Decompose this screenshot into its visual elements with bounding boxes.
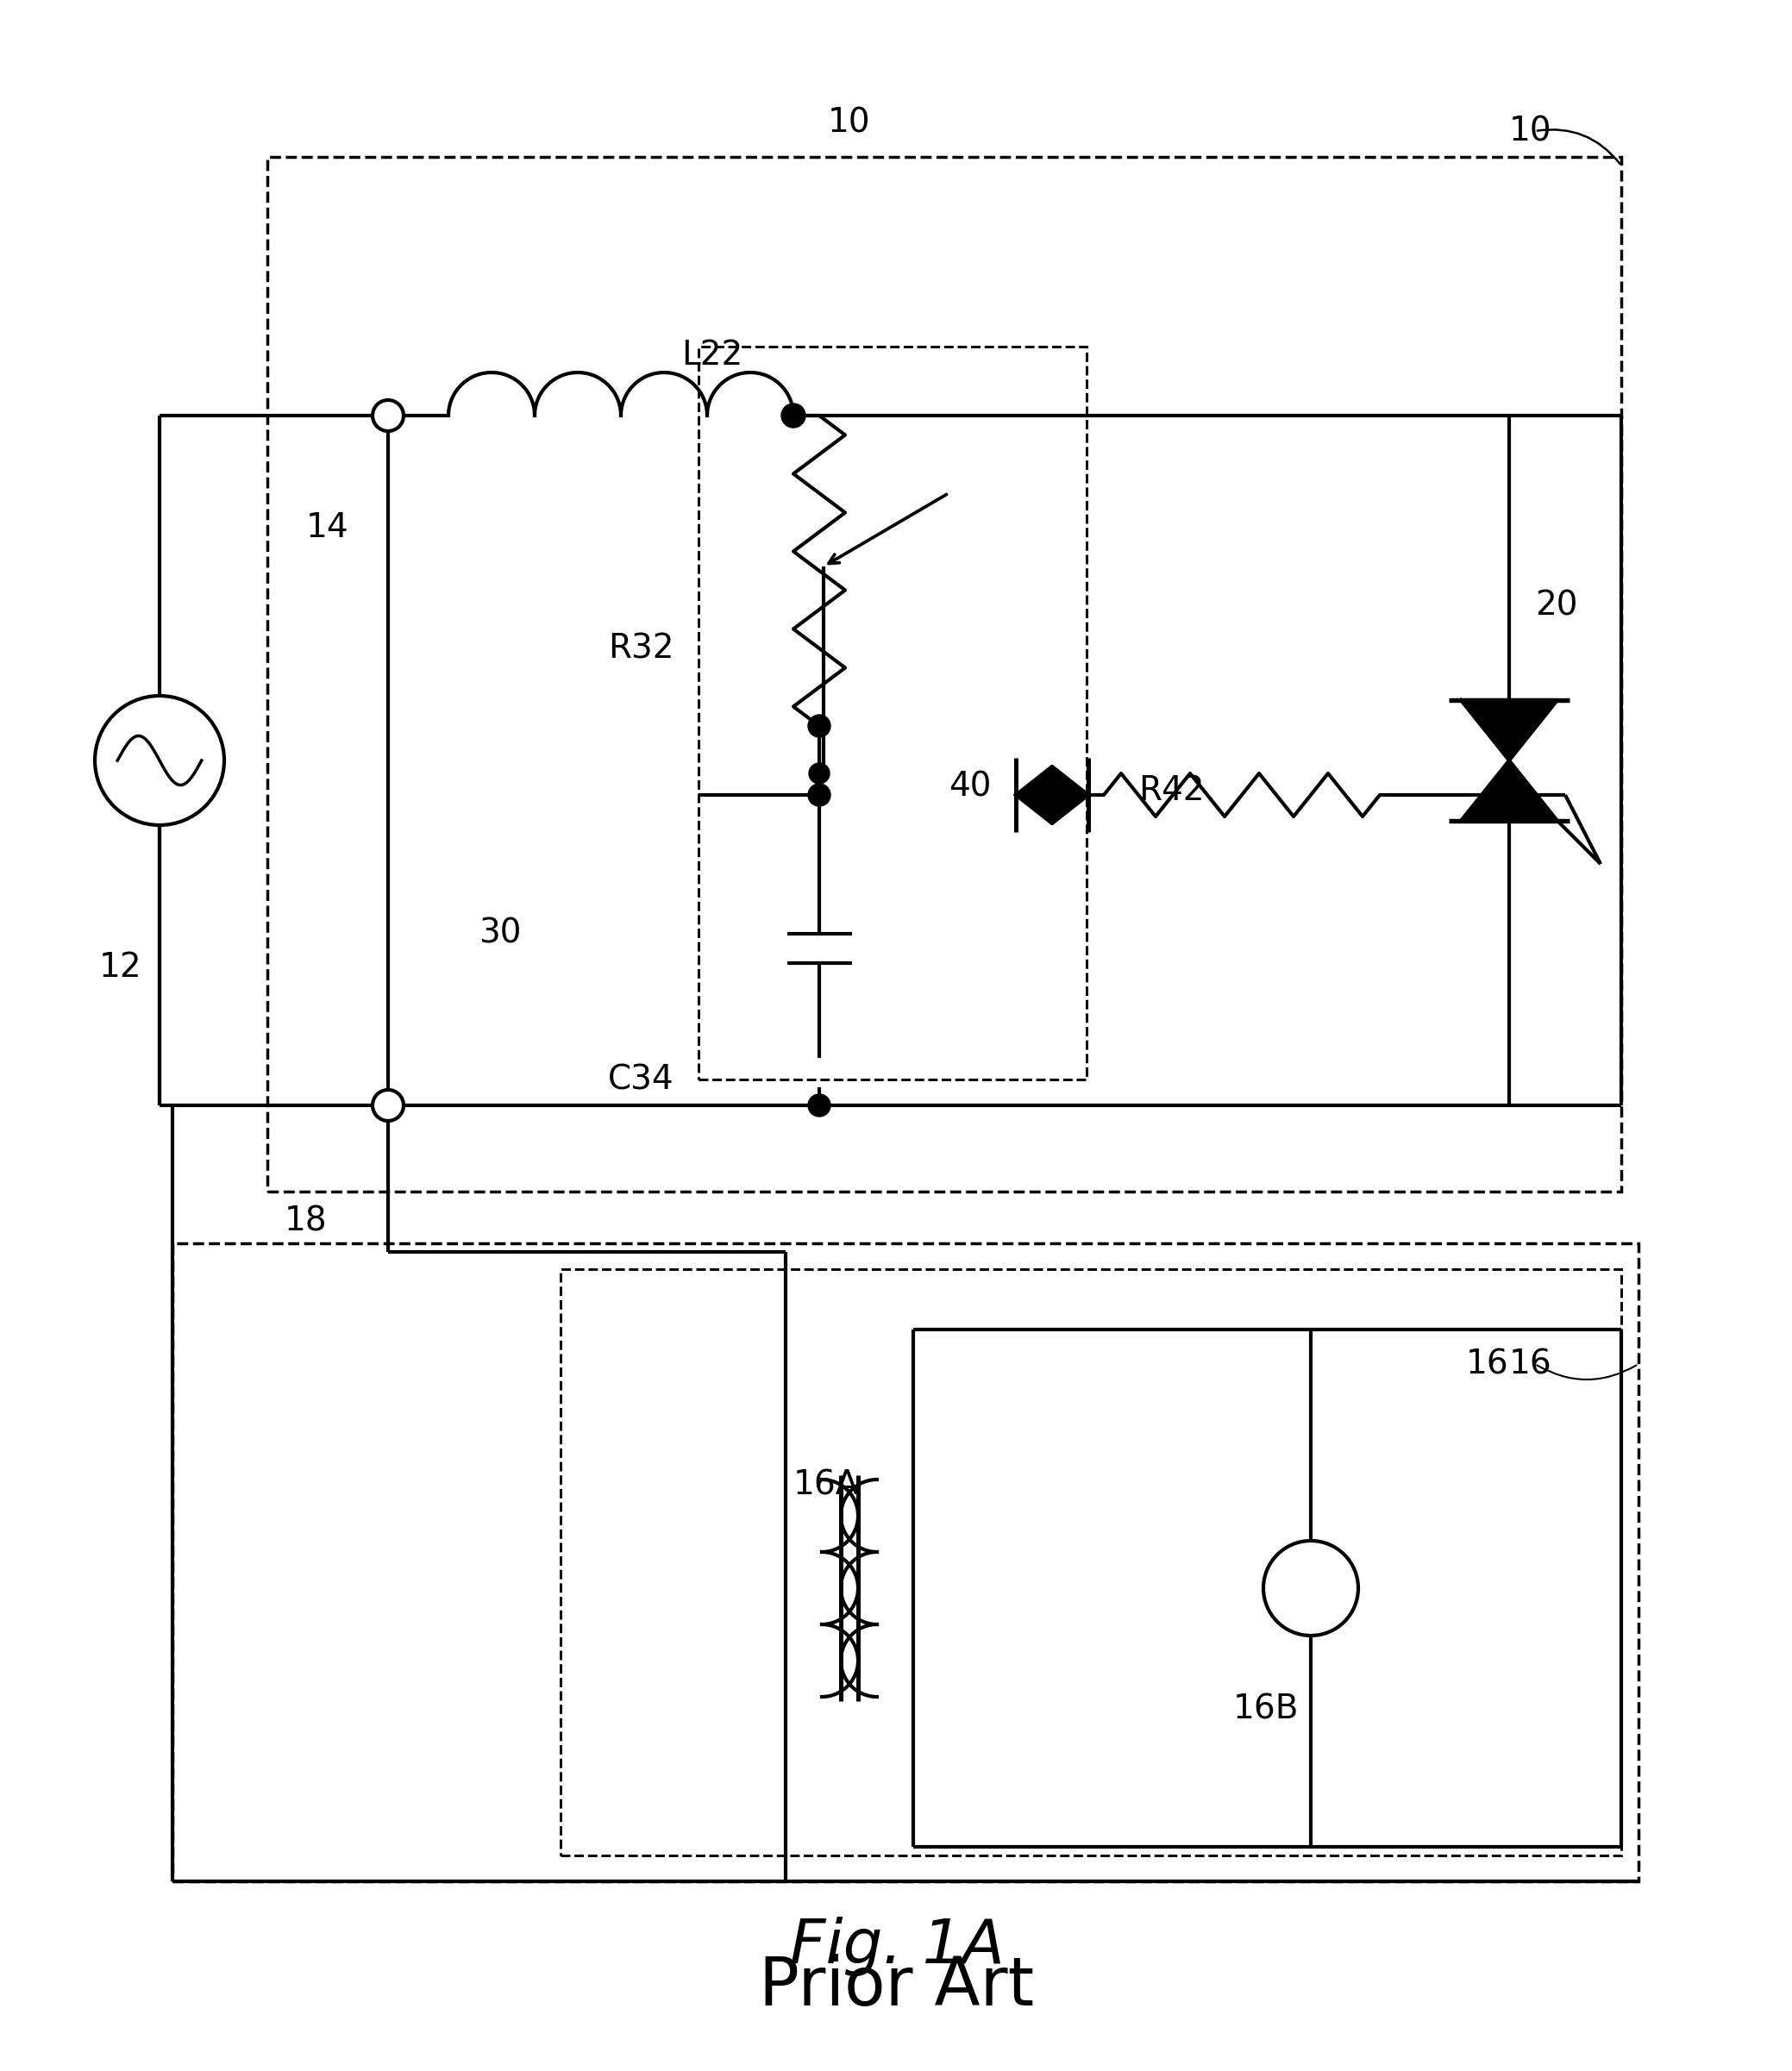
Text: 12: 12 <box>99 951 142 984</box>
Text: 30: 30 <box>478 917 521 949</box>
Polygon shape <box>1016 766 1052 824</box>
Circle shape <box>373 1089 403 1120</box>
Text: 40: 40 <box>948 770 991 804</box>
Bar <box>561 1270 1622 1856</box>
Text: 16: 16 <box>1466 1348 1509 1381</box>
Polygon shape <box>1460 700 1557 760</box>
Text: 10: 10 <box>1509 114 1552 147</box>
Text: 16B: 16B <box>1233 1692 1299 1725</box>
Text: 14: 14 <box>306 512 349 545</box>
Circle shape <box>781 404 805 427</box>
Text: 16A: 16A <box>794 1468 858 1501</box>
Circle shape <box>808 762 830 783</box>
Circle shape <box>95 696 224 824</box>
Text: C34: C34 <box>607 1062 674 1096</box>
Circle shape <box>373 400 403 431</box>
Bar <box>267 157 1622 1191</box>
Circle shape <box>1263 1541 1358 1636</box>
Text: 10: 10 <box>828 106 871 139</box>
Text: 18: 18 <box>285 1205 328 1238</box>
Bar <box>699 346 1086 1079</box>
Circle shape <box>808 714 830 737</box>
Polygon shape <box>1052 766 1088 824</box>
Text: L22: L22 <box>681 340 742 371</box>
Text: 20: 20 <box>1536 588 1577 621</box>
Polygon shape <box>1460 760 1557 820</box>
Text: R42: R42 <box>1138 775 1204 808</box>
Circle shape <box>808 1093 830 1116</box>
Text: 16: 16 <box>1509 1348 1552 1381</box>
Circle shape <box>808 717 830 737</box>
Circle shape <box>808 783 830 806</box>
Text: Fig. 1A: Fig. 1A <box>790 1916 1004 1976</box>
Bar <box>172 1243 1638 1880</box>
Text: R32: R32 <box>607 632 674 665</box>
Text: Prior Art: Prior Art <box>760 1953 1034 2019</box>
